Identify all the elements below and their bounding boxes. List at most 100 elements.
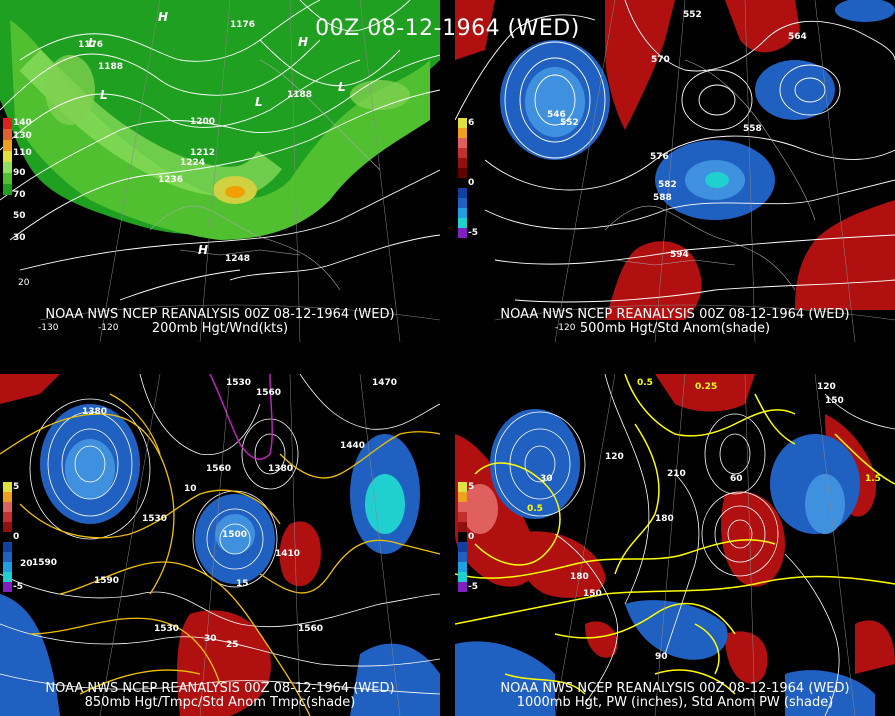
lon-label: -120 (555, 323, 576, 333)
contour-label: 1410 (275, 549, 301, 559)
low-marker: L (100, 88, 108, 102)
temp-label: 25 (226, 640, 239, 650)
anom-neg-region (0, 594, 60, 716)
anom-neg-region (215, 514, 255, 554)
pw-contours (455, 374, 895, 695)
panel-caption-field: 850mb Hgt/Tmpc/Std Anom Tmpc(shade) (84, 695, 356, 710)
anom-pos-region (585, 621, 618, 658)
contour-label: 120 (605, 452, 624, 462)
legend-label: 5 (468, 482, 475, 492)
panel-caption-source: NOAA NWS NCEP REANALYSIS 00Z 08-12-1964 … (500, 681, 850, 696)
legend-label: 140 (13, 118, 32, 128)
map-850mb (0, 374, 440, 716)
temp-label: 15 (236, 579, 249, 589)
lat-lon-grid (99, 374, 401, 716)
height-contours (455, 0, 895, 303)
pw-label: 0.5 (527, 504, 543, 514)
panel-caption-field: 1000mb Hgt, PW (inches), Std Anom PW (sh… (516, 695, 834, 710)
coastlines (604, 59, 816, 291)
contour-label: 1380 (268, 464, 294, 474)
contour-label: 1176 (230, 20, 256, 30)
low-marker: L (255, 95, 263, 109)
contour-label: 588 (653, 193, 672, 203)
contour-label: 1188 (287, 90, 313, 100)
contour-label: 582 (658, 180, 677, 190)
contour-label: 1212 (190, 148, 216, 158)
legend-std-anom: 6 0 -5 (458, 118, 478, 238)
anom-pos-region (725, 0, 800, 53)
contour-label: 1500 (222, 530, 248, 540)
legend-label: -5 (468, 582, 478, 592)
contour-label: 180 (655, 514, 674, 524)
anom-neg-region (455, 641, 555, 716)
high-marker: H (298, 35, 309, 49)
anom-pos-core (462, 484, 498, 534)
anom-neg-region (490, 409, 580, 519)
low-marker: L (338, 80, 346, 94)
map-title: 00Z 08-12-1964 (WED) (315, 16, 580, 41)
map-200mb (0, 0, 440, 342)
anom-pos-region (605, 241, 702, 320)
contour-label: 1188 (98, 62, 124, 72)
contour-label: 1590 (94, 576, 120, 586)
legend-label: -5 (468, 228, 478, 238)
contour-label: 1560 (206, 464, 232, 474)
lon-label: -130 (38, 323, 59, 333)
low-marker: L (88, 36, 96, 50)
contour-label: 1236 (158, 175, 184, 185)
legend-label: 130 (13, 131, 32, 141)
panel-850mb-height-temp: 5 0 -5 1380 1530 1560 1590 1470 1440 141… (0, 374, 440, 716)
legend-std-anom: 5 0 -5 (3, 482, 23, 592)
pw-label: 0.25 (695, 382, 718, 392)
anom-neg-region (525, 67, 585, 137)
anom-pos-region (279, 521, 321, 587)
contour-label: 552 (683, 10, 702, 20)
jet-core (225, 186, 245, 198)
temperature-contours (0, 393, 440, 716)
contour-label: 576 (650, 152, 669, 162)
legend-std-anom: 5 0 -5 (458, 482, 478, 592)
lat-lon-grid (39, 0, 440, 342)
panel-caption-field: 500mb Hgt/Std Anom(shade) (579, 321, 771, 336)
jet-shade-mid (10, 20, 430, 240)
panel-200mb-height-wind: 140 130 110 90 70 50 30 1176 1188 1200 1… (0, 0, 440, 342)
anom-pos-region (605, 0, 675, 130)
height-contours (0, 374, 440, 695)
lat-lon-grid (554, 374, 856, 716)
contour-label: 1440 (340, 441, 366, 451)
panel-caption-source: NOAA NWS NCEP REANALYSIS 00Z 08-12-1964 … (45, 307, 395, 322)
anom-neg-region (805, 474, 845, 534)
anom-pos-region (721, 491, 785, 587)
anom-neg-core (365, 474, 405, 534)
anom-pos-region (455, 0, 495, 60)
panel-1000mb-height-pw: 5 0 -5 0.5 0.25 120 150 180 210 30 60 90… (455, 374, 895, 716)
coastlines (149, 59, 381, 291)
legend-wind-speed: 140 130 110 90 70 50 30 (3, 118, 32, 243)
panel-caption-field: 200mb Hgt/Wnd(kts) (151, 321, 289, 336)
contour-label: 1530 (142, 514, 168, 524)
contour-label: 1530 (226, 378, 252, 388)
contour-label: 180 (570, 572, 589, 582)
contour-label: 1200 (190, 117, 216, 127)
contour-label: 1560 (298, 624, 324, 634)
contour-label: 546 (547, 110, 566, 120)
contour-label: 1530 (154, 624, 180, 634)
map-1000mb (455, 374, 895, 716)
high-marker: H (158, 10, 169, 24)
legend-label: 0 (468, 178, 475, 188)
contour-label: 1590 (32, 558, 58, 568)
contour-label: 150 (825, 396, 844, 406)
contour-label: 552 (560, 118, 579, 128)
temp-label: 20 (20, 559, 33, 569)
jet-shade-west (45, 55, 95, 125)
panel-caption-source: NOAA NWS NCEP REANALYSIS 00Z 08-12-1964 … (45, 681, 395, 696)
contour-label: 1470 (372, 378, 398, 388)
lon-label: -120 (98, 323, 119, 333)
anom-pos-region (725, 631, 768, 684)
anom-pos-region (855, 620, 895, 674)
anom-neg-region (350, 643, 440, 716)
temp-label: 10 (184, 484, 197, 494)
contour-label: 594 (670, 250, 689, 260)
anom-pos-region (655, 374, 755, 412)
legend-label: 6 (468, 118, 475, 128)
